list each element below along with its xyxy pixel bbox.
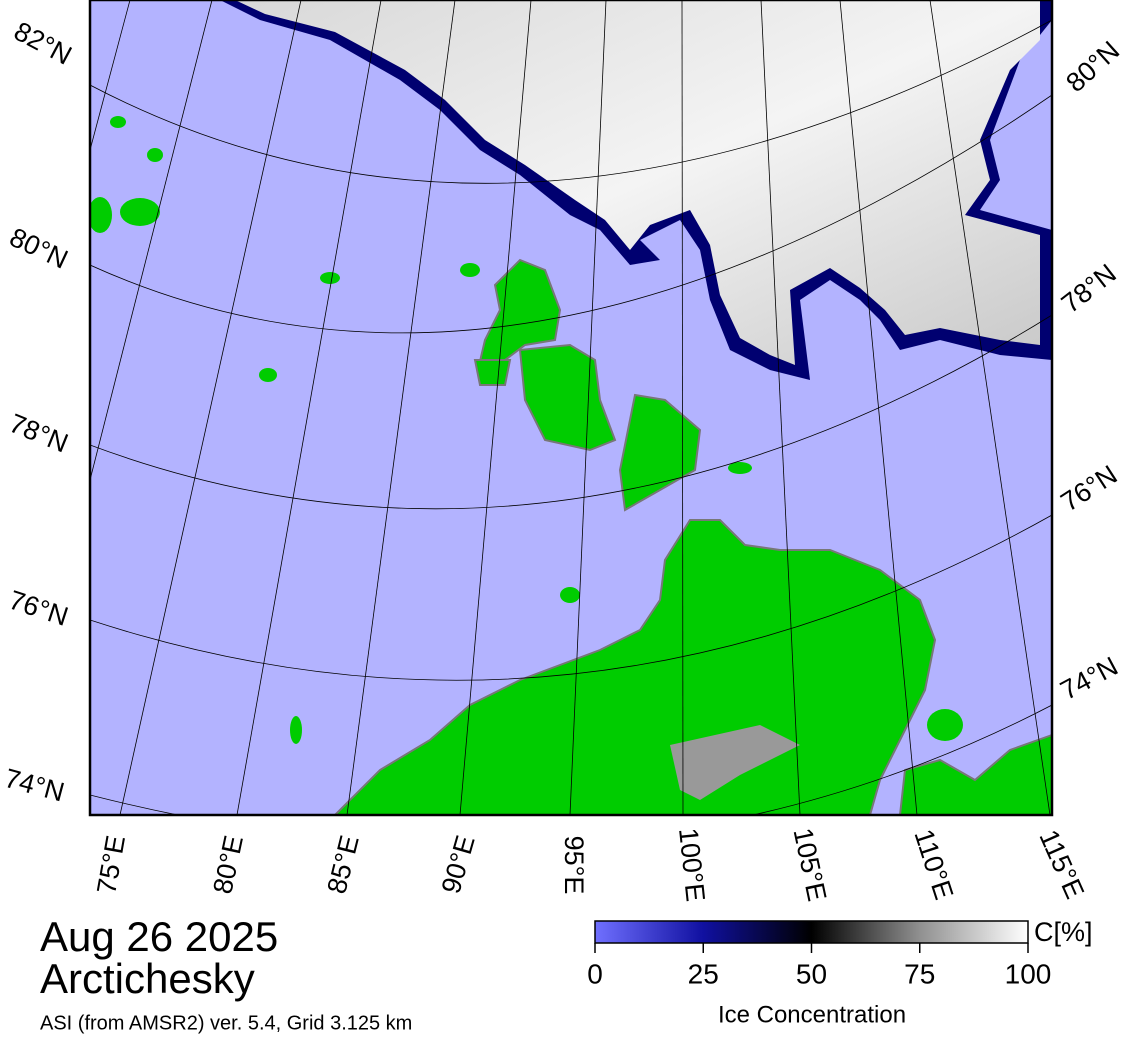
colorbar-unit: C[%]	[1034, 917, 1093, 947]
sea-ice	[235, 0, 1040, 365]
lat-label: 82°N	[9, 16, 76, 71]
lat-label: 76°N	[5, 585, 72, 632]
land-gray	[670, 725, 800, 800]
location: Arctichesky	[40, 955, 255, 1002]
colorbar-tick-label: 0	[587, 958, 603, 989]
colorbar-tick-label: 50	[796, 958, 827, 989]
colorbar-title: Ice Concentration	[718, 1001, 906, 1028]
island	[473, 359, 512, 386]
island	[618, 393, 702, 512]
island	[90, 197, 112, 233]
map-frame	[88, 0, 1054, 817]
lon-label: 110°E	[908, 826, 959, 904]
colorbar-tick-label: 75	[904, 958, 935, 989]
lon-label: 75°E	[91, 833, 131, 896]
lat-label: 78°N	[1056, 258, 1122, 319]
lon-label: 90°E	[436, 832, 481, 897]
island	[259, 368, 277, 382]
island	[290, 716, 302, 744]
island	[728, 462, 752, 474]
lon-label: 80°E	[207, 833, 249, 897]
island	[110, 116, 126, 128]
colorbar-tick-label: 100	[1005, 958, 1052, 989]
lat-label: 80°N	[5, 222, 72, 275]
lon-label: 85°E	[322, 832, 365, 896]
lat-label: 78°N	[5, 408, 72, 458]
lat-label: 74°N	[1, 763, 67, 808]
map-area	[90, 0, 1052, 815]
lon-label: 105°E	[787, 825, 832, 903]
lon-label: 115°E	[1033, 825, 1090, 903]
lat-label: 80°N	[1060, 35, 1125, 98]
lon-label: 95°E	[559, 836, 589, 895]
island	[460, 263, 480, 277]
lat-label: 74°N	[1055, 651, 1122, 706]
lon-label: 100°E	[673, 827, 711, 904]
island	[560, 587, 580, 603]
island	[320, 272, 340, 284]
colorbar-tick-label: 25	[688, 958, 719, 989]
date: Aug 26 2025	[40, 913, 278, 960]
island	[120, 198, 160, 226]
island	[518, 343, 617, 452]
lat-label: 76°N	[1056, 459, 1123, 517]
island	[927, 709, 963, 741]
colorbar	[594, 920, 1029, 944]
island	[147, 148, 163, 162]
source: ASI (from AMSR2) ver. 5.4, Grid 3.125 km	[40, 1012, 412, 1034]
